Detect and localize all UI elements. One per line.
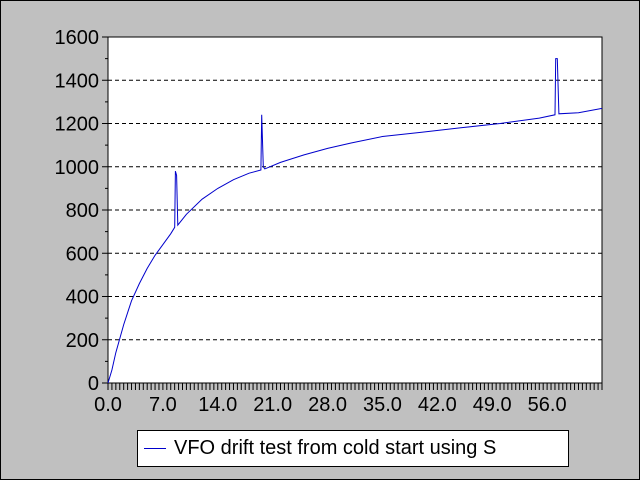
x-tick-label: 28.0: [308, 394, 347, 416]
y-tick-label: 600: [66, 243, 99, 265]
x-tick-label: 42.0: [418, 394, 457, 416]
x-tick-label: 14.0: [198, 394, 237, 416]
y-tick-label: 200: [66, 330, 99, 352]
legend-label: VFO drift test from cold start using S: [174, 437, 497, 459]
y-tick-label: 800: [66, 200, 99, 222]
series-group: [107, 58, 603, 384]
x-axis: 0.0 7.0 14.0 21.0 28.0 35.0 42.0 49.0 56.0: [94, 383, 603, 416]
series-line: [107, 58, 603, 384]
x-tick-label: 0.0: [94, 394, 122, 416]
legend-swatch: [144, 448, 166, 449]
y-tick-label: 400: [66, 287, 99, 309]
y-tick-label: 0: [88, 373, 99, 395]
y-tick-label: 1000: [55, 157, 100, 179]
x-tick-label: 35.0: [363, 394, 402, 416]
line-chart: 0 200 400 600 800 1000 1200 1400 1600 0.0 7.0 14.0…: [55, 27, 603, 416]
grid-lines: [108, 79, 602, 341]
x-tick-label: 49.0: [473, 394, 512, 416]
y-tick-label: 1400: [55, 70, 100, 92]
x-tick-label: 7.0: [149, 394, 177, 416]
y-axis: 0 200 400 600 800 1000 1200 1400 1600: [55, 27, 108, 395]
legend: VFO drift test from cold start using S: [137, 430, 569, 467]
x-tick-label: 56.0: [528, 394, 567, 416]
x-tick-label: 21.0: [253, 394, 292, 416]
y-tick-label: 1600: [55, 27, 100, 49]
y-tick-label: 1200: [55, 114, 100, 136]
